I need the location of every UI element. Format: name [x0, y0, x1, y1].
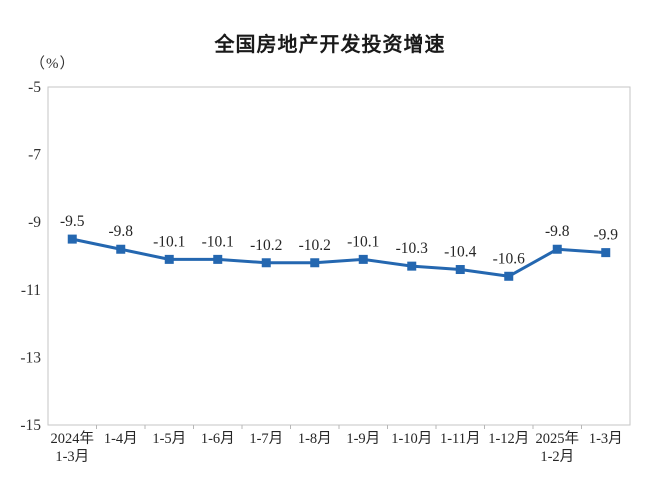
data-series-line — [71, 237, 606, 278]
x-axis-category-label: 1-8月 — [298, 431, 332, 447]
data-point-marker — [116, 244, 126, 254]
x-axis-category-label: 2024年 1-3月 — [51, 430, 95, 465]
x-axis-category-label: 1-12月 — [488, 431, 529, 447]
data-point-label: -10.3 — [396, 240, 429, 257]
data-point-label: -10.2 — [250, 237, 282, 254]
data-point-label: -10.1 — [153, 233, 185, 250]
x-axis-category-label: 1-5月 — [152, 431, 186, 447]
data-point-marker — [261, 258, 271, 268]
data-point-marker — [407, 261, 417, 271]
x-axis-category-label: 1-10月 — [391, 431, 432, 447]
data-point-marker — [601, 248, 611, 258]
x-axis-category-label: 1-3月 — [589, 431, 623, 447]
data-point-marker — [455, 265, 465, 275]
data-point-label: -10.2 — [299, 237, 331, 254]
data-point-marker — [67, 234, 77, 244]
data-point-marker — [504, 271, 514, 281]
data-point-label: -10.1 — [347, 233, 379, 250]
data-point-label: -10.4 — [444, 244, 477, 261]
y-axis-tick-label: -9 — [28, 214, 41, 231]
x-axis-category-label: 2025年 1-2月 — [536, 430, 580, 465]
y-axis-unit-label: （%） — [30, 56, 76, 72]
data-point-label: -9.5 — [60, 213, 85, 230]
data-point-label: -10.6 — [493, 250, 526, 267]
data-point-label: -9.8 — [108, 223, 133, 240]
data-point-marker — [310, 258, 320, 268]
y-axis-tick-label: -7 — [28, 147, 41, 164]
data-point-label: -9.8 — [545, 223, 570, 240]
y-axis-tick-label: -11 — [21, 282, 41, 299]
x-axis-category-label: 1-9月 — [346, 431, 380, 447]
x-axis-category-label: 1-6月 — [201, 431, 235, 447]
x-axis-category-label: 1-11月 — [440, 431, 481, 447]
x-axis-category-label: 1-7月 — [249, 431, 283, 447]
y-axis-tick-label: -15 — [20, 417, 41, 434]
data-point-marker — [358, 254, 368, 264]
data-point-marker — [552, 244, 562, 254]
data-point-marker — [164, 254, 174, 264]
data-point-label: -10.1 — [202, 233, 234, 250]
data-point-label: -9.9 — [593, 227, 618, 244]
y-axis-tick-label: -13 — [20, 349, 41, 366]
x-axis-category-label: 1-4月 — [104, 431, 138, 447]
y-axis-tick-label: -5 — [28, 79, 41, 96]
chart-title: 全国房地产开发投资增速 — [214, 34, 446, 56]
data-point-marker — [213, 254, 223, 264]
